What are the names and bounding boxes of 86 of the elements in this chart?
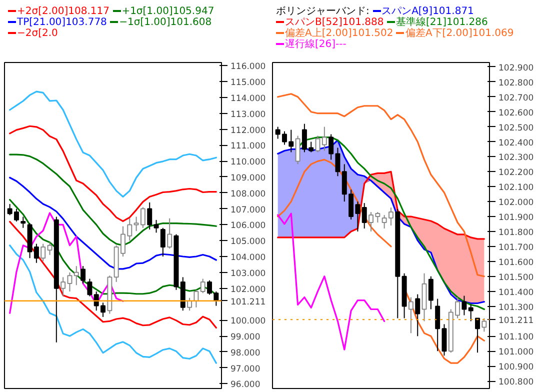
y-tick-label: 102.900 [498, 63, 534, 74]
ref-line-label: 101.211 [498, 316, 534, 326]
candlestick [362, 202, 367, 229]
legend-label: +2σ[2.00]108.117 [17, 6, 110, 17]
line-series [9, 90, 217, 198]
y-tick-label: 102.400 [498, 138, 534, 148]
candlestick [468, 304, 474, 322]
candlestick [87, 278, 92, 297]
y-tick-label: 116.000 [230, 62, 266, 72]
legend-label: −1σ[1.00]101.608 [119, 17, 212, 28]
y-tick-label: 112.000 [230, 126, 266, 136]
line-series [9, 220, 217, 329]
y-tick-label: 101.000 [498, 348, 534, 358]
y-tick-label: 111.000 [230, 142, 266, 152]
y-tick-label: 101.800 [498, 228, 534, 238]
legend-label: スパンA[9]101.871 [382, 6, 474, 17]
candlestick [167, 218, 172, 250]
candlestick [295, 135, 300, 165]
y-tick-label: 102.200 [498, 168, 534, 178]
legend-label: TP[21.00]103.778 [17, 17, 107, 28]
y-tick-label: 102.100 [498, 183, 534, 194]
y-tick-label: 102.300 [498, 153, 534, 164]
y-tick-label: 102.000 [230, 284, 266, 295]
candlestick [40, 243, 46, 262]
candlestick [80, 266, 86, 284]
y-tick-label: 100.900 [498, 362, 534, 373]
legend-label: スパンB[52]101.888 [285, 17, 384, 28]
line-series [277, 93, 485, 278]
y-tick-label: 97.000 [230, 364, 260, 374]
candlestick [147, 202, 152, 230]
y-tick-label: 102.800 [498, 78, 534, 88]
legend-label: 遅行線[26]--- [285, 39, 346, 50]
chart-title: ボリンジャーバンド: [276, 6, 370, 17]
y-tick-label: 100.000 [230, 316, 266, 327]
y-tick-label: 99.000 [230, 332, 260, 343]
y-tick-label: 101.900 [498, 213, 534, 224]
y-tick-label: 96.000 [230, 380, 260, 390]
y-tick-label: 102.700 [498, 93, 534, 104]
y-tick-label: 100.800 [498, 378, 534, 388]
line-series [9, 125, 217, 222]
y-tick-label: 101.700 [498, 242, 534, 253]
line-series [277, 212, 386, 350]
y-tick-label: 101.100 [498, 332, 534, 343]
y-tick-label: 104.000 [230, 253, 266, 264]
y-tick-label: 115.000 [230, 78, 266, 88]
candlestick [160, 227, 166, 258]
candlestick [475, 318, 480, 354]
ref-line-label: 101.211 [230, 297, 266, 308]
candlestick [415, 294, 420, 337]
y-tick-label: 101.600 [498, 258, 534, 268]
line-series [9, 212, 124, 314]
y-tick-label: 114.000 [230, 94, 266, 104]
line-series [9, 244, 217, 364]
y-tick-label: 102.000 [498, 198, 534, 208]
candlestick [194, 289, 199, 308]
candlestick [47, 242, 52, 256]
y-tick-label: 113.000 [230, 110, 266, 120]
y-tick-label: 101.300 [498, 302, 534, 313]
y-tick-label: 109.000 [230, 174, 266, 184]
candlestick [408, 296, 414, 334]
candlestick [482, 318, 487, 332]
candlestick [187, 297, 192, 312]
legend-label: +1σ[1.00]105.947 [122, 6, 214, 17]
legend-label: 偏差A下[2.00]101.069 [405, 28, 514, 39]
legend-label: 偏差A上[2.00]101.502 [285, 28, 394, 39]
candlestick [200, 278, 206, 294]
legend-label: −2σ[2.0 [17, 28, 58, 39]
candlestick [428, 276, 434, 310]
y-tick-label: 101.500 [498, 272, 534, 283]
y-tick-label: 103.000 [230, 268, 266, 279]
legend-label: 基準線[21]101.286 [396, 17, 488, 28]
y-tick-label: 102.600 [498, 108, 534, 118]
y-tick-label: 101.400 [498, 288, 534, 298]
candlestick [20, 216, 26, 228]
candlestick [342, 164, 347, 202]
y-tick-label: 110.000 [230, 158, 266, 168]
candlestick [462, 295, 467, 316]
y-tick-label: 105.000 [230, 237, 266, 248]
y-tick-label: 102.500 [498, 123, 534, 134]
y-tick-label: 98.000 [230, 348, 260, 358]
candlestick [74, 266, 79, 286]
y-tick-label: 107.000 [230, 205, 266, 216]
line-series [9, 176, 217, 270]
y-tick-label: 108.000 [230, 189, 266, 200]
candlestick [154, 219, 159, 234]
y-tick-label: 106.000 [230, 221, 266, 232]
